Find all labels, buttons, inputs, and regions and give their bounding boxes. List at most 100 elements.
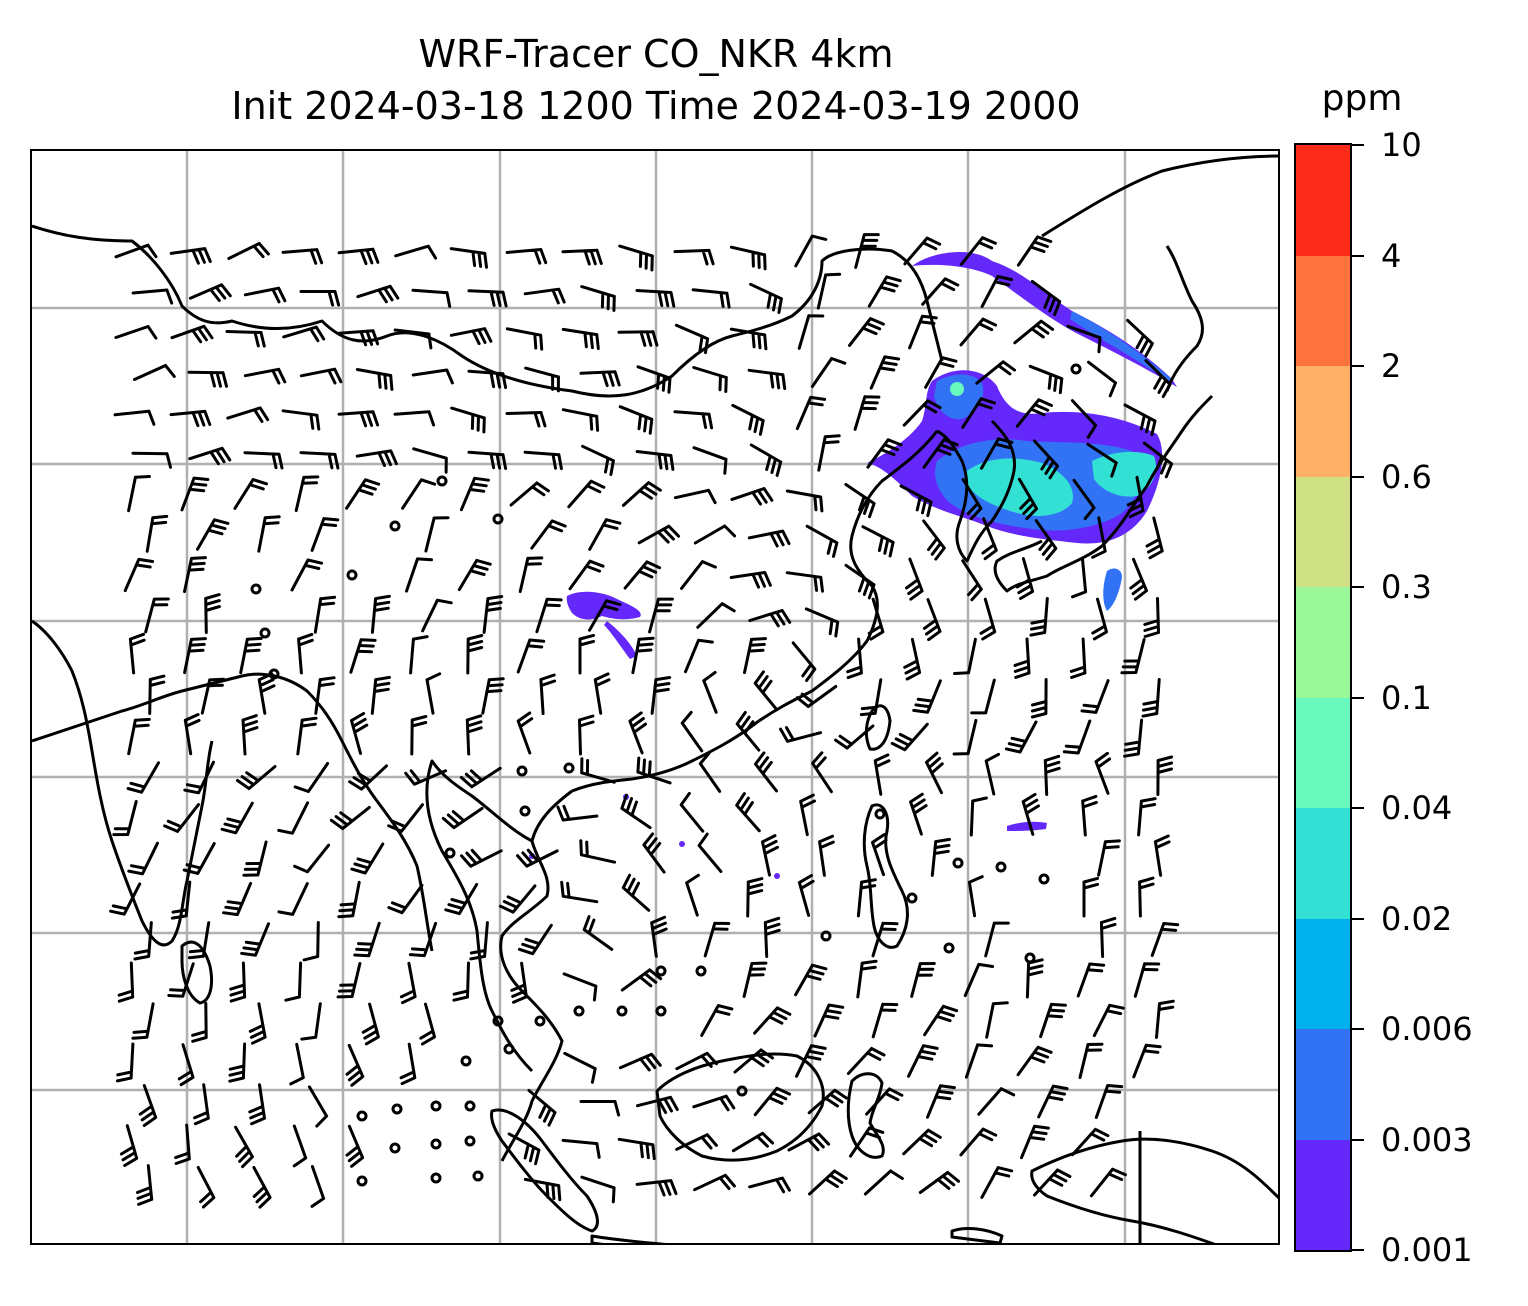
wind-barb <box>204 593 221 634</box>
wind-barb <box>1017 477 1039 521</box>
wind-barb <box>794 234 828 268</box>
wind-barb <box>1156 755 1174 796</box>
wind-barb <box>292 1124 308 1168</box>
colorbar-tick-label: 0.003 <box>1381 1120 1473 1159</box>
wind-barb <box>588 599 622 632</box>
wind-barb <box>187 370 228 388</box>
wind-barb <box>183 760 215 795</box>
wind-barb <box>1078 1042 1104 1079</box>
wind-barb <box>329 805 371 831</box>
wind-barb <box>1150 922 1180 957</box>
wind-barb <box>424 516 450 553</box>
wind-barb <box>804 607 840 638</box>
wind-barb <box>642 832 666 874</box>
wind-barb <box>561 248 603 266</box>
wind-barb <box>145 514 169 553</box>
wind-barb <box>730 487 774 506</box>
wind-barb <box>779 726 822 743</box>
wind-barb <box>742 961 768 998</box>
wind-barb <box>922 519 946 561</box>
wind-barb <box>692 446 728 475</box>
wind-barb <box>117 961 135 1003</box>
coastline-indochina <box>499 789 573 1162</box>
wind-barb <box>834 724 875 750</box>
wind-barb <box>795 685 838 708</box>
coastline-sumatra <box>490 1108 599 1233</box>
colorbar-tick <box>1352 696 1364 699</box>
wind-barb <box>785 489 824 513</box>
wind-barb <box>846 1047 886 1075</box>
wind-barb <box>618 1052 662 1072</box>
wind-barb <box>746 877 764 918</box>
wind-barb <box>1123 718 1144 758</box>
wind-barb <box>635 289 676 308</box>
colorbar-segment <box>1296 697 1350 808</box>
colorbar-tick <box>1352 917 1364 920</box>
wind-barb <box>1137 797 1157 837</box>
wind-barb <box>355 368 394 391</box>
colorbar-tick-label: 0.02 <box>1381 899 1453 938</box>
wind-barb <box>183 637 207 675</box>
wind-barb <box>336 962 362 999</box>
wind-barb <box>523 450 563 471</box>
wind-barb <box>1020 1124 1050 1160</box>
colorbar-tick-label: 0.6 <box>1381 457 1432 496</box>
calm-wind-marker <box>356 1110 368 1122</box>
wind-barb <box>222 881 253 917</box>
wind-barb <box>187 921 211 960</box>
wind-barb <box>411 288 452 308</box>
map-panel[interactable] <box>30 149 1280 1245</box>
wind-barb <box>753 1006 792 1035</box>
coastline-bay-bengal <box>32 672 434 952</box>
wind-barb <box>1066 324 1102 354</box>
calm-wind-marker <box>389 1142 401 1154</box>
wind-barb <box>861 525 895 558</box>
wind-barb <box>1086 442 1118 478</box>
wind-barb <box>523 1177 562 1202</box>
wind-barb <box>1030 678 1048 719</box>
wind-barb <box>912 679 942 714</box>
wind-barb <box>314 676 336 715</box>
wind-barb <box>337 410 380 428</box>
wind-barb <box>1142 441 1174 479</box>
wind-barb <box>568 559 605 591</box>
wind-barb <box>560 880 599 904</box>
wind-barb <box>449 327 493 346</box>
colorbar-tick <box>1352 1249 1364 1251</box>
calm-wind-marker <box>952 857 964 869</box>
wind-barb <box>167 962 195 998</box>
wind-barb <box>680 560 717 590</box>
wind-barb <box>518 556 544 594</box>
wind-barb <box>353 921 381 958</box>
wind-barb <box>310 1165 326 1208</box>
wind-barb <box>680 710 704 753</box>
wind-barb <box>810 357 847 388</box>
wind-barb <box>337 329 380 347</box>
colorbar-segment <box>1296 476 1350 587</box>
plume-north-streak-inner <box>1070 311 1172 381</box>
wind-barb <box>404 769 448 786</box>
wind-barb <box>848 317 885 347</box>
map-canvas[interactable] <box>32 151 1280 1245</box>
calm-wind-marker <box>519 805 531 817</box>
wind-barb <box>579 370 621 388</box>
wind-barb <box>523 287 566 305</box>
colorbar-unit-label: ppm <box>1321 78 1403 119</box>
wind-barb <box>578 714 595 756</box>
wind-barb <box>984 752 1001 796</box>
wind-barb <box>729 327 768 351</box>
wind-barb <box>675 1051 718 1071</box>
colorbar-tick-label: 0.006 <box>1381 1010 1473 1048</box>
coastline-sri-lanka <box>180 940 214 1005</box>
wind-barb <box>673 410 714 430</box>
wind-calm-markers <box>250 363 1082 1187</box>
wind-barb <box>729 245 767 271</box>
wind-barb <box>869 355 901 390</box>
wind-barb <box>188 283 232 302</box>
coastline-taiwan <box>864 704 892 751</box>
wind-barb <box>844 483 876 519</box>
calm-wind-marker <box>472 1170 484 1182</box>
wind-barb <box>225 330 266 348</box>
wind-barb <box>865 1087 904 1116</box>
wind-barb <box>228 1042 247 1083</box>
